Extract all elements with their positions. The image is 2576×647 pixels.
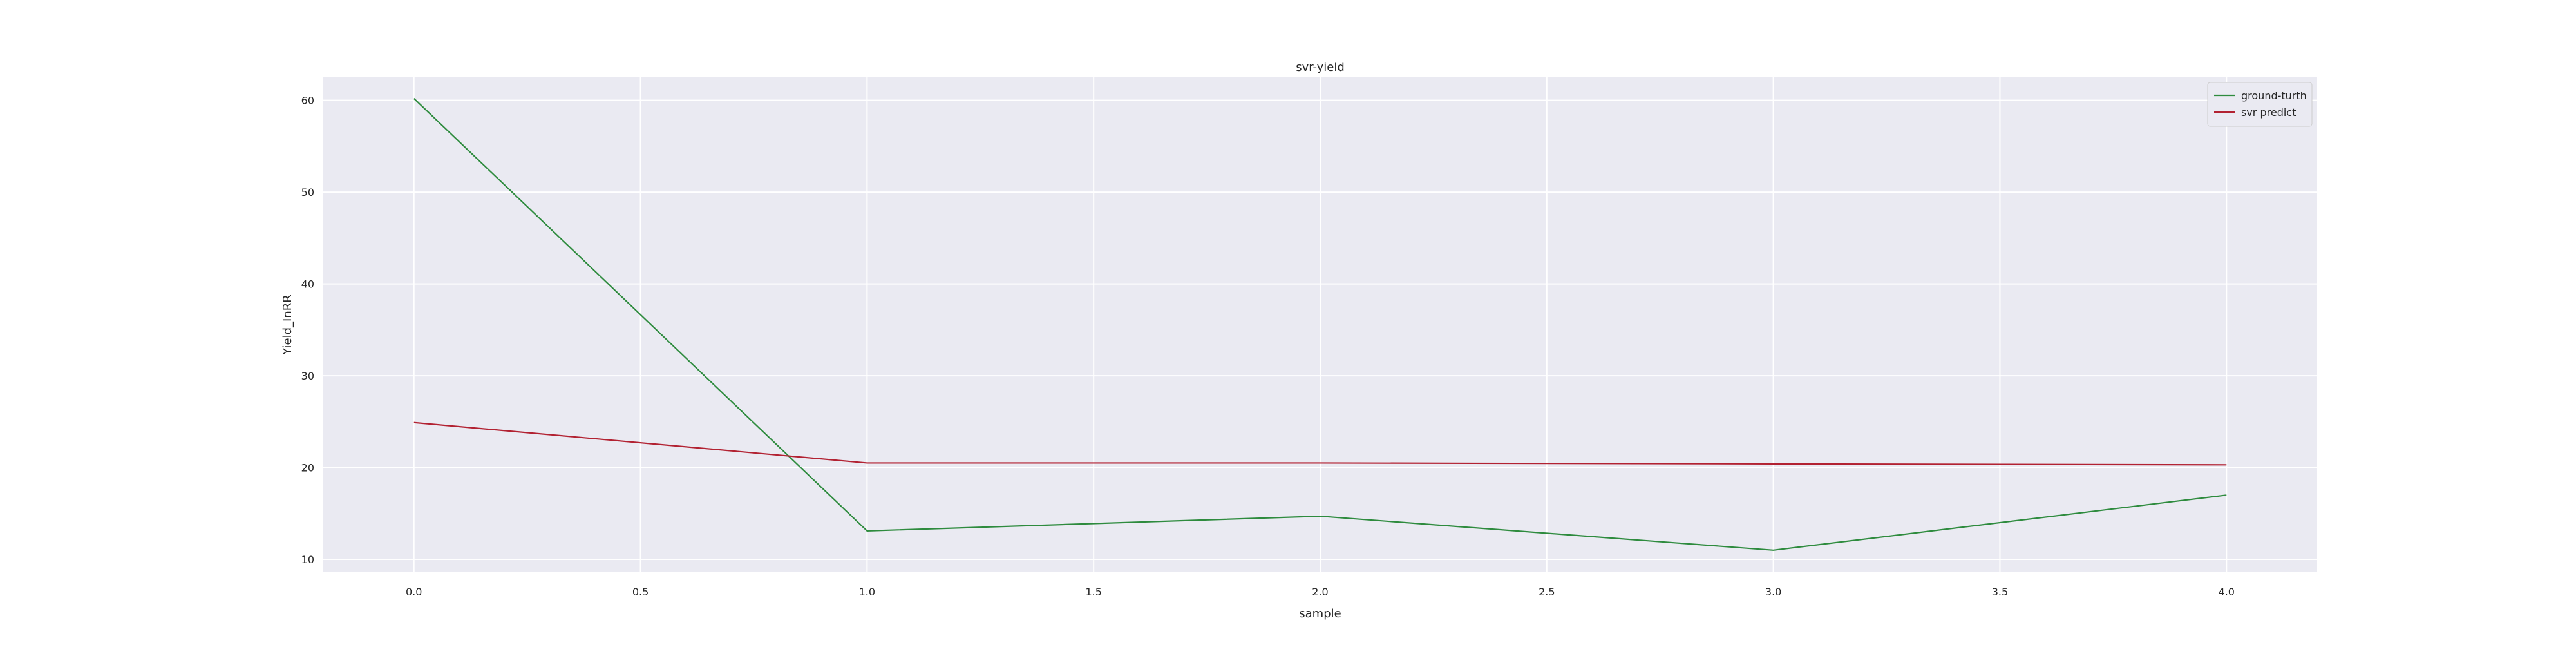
grid [323,77,2317,572]
y-tick-label: 40 [301,278,314,291]
legend-box [2207,82,2313,127]
x-tick-label: 1.5 [1085,586,1101,598]
x-axis-label: sample [1299,607,1341,621]
legend: ground-turth svr predict [2207,82,2313,127]
x-tick-label: 0.5 [632,586,649,598]
legend-label: ground-turth [2241,90,2307,102]
y-tick-label: 10 [301,554,314,566]
x-tick-label: 3.5 [1992,586,2008,598]
legend-label: svr predict [2241,106,2296,119]
y-axis-ticks: 10 20 30 40 50 60 [301,95,314,566]
series-line-ground-turth [413,97,2227,551]
y-tick-label: 20 [301,462,314,474]
y-tick-label: 30 [301,370,314,382]
x-tick-label: 4.0 [2219,586,2235,598]
y-tick-label: 60 [301,95,314,107]
x-tick-label: 0.0 [406,586,422,598]
x-tick-label: 1.0 [859,586,875,598]
y-tick-label: 50 [301,186,314,198]
x-tick-label: 3.0 [1765,586,1781,598]
x-tick-label: 2.5 [1539,586,1555,598]
series-line-svr-predict [413,421,2227,466]
series-lines [413,97,2227,551]
x-tick-label: 2.0 [1312,586,1328,598]
y-axis-label: Yield_InRR [281,295,294,356]
x-axis-ticks: 0.0 0.5 1.0 1.5 2.0 2.5 3.0 3.5 4.0 [406,586,2235,598]
chart-title: svr-yield [1296,61,1345,74]
